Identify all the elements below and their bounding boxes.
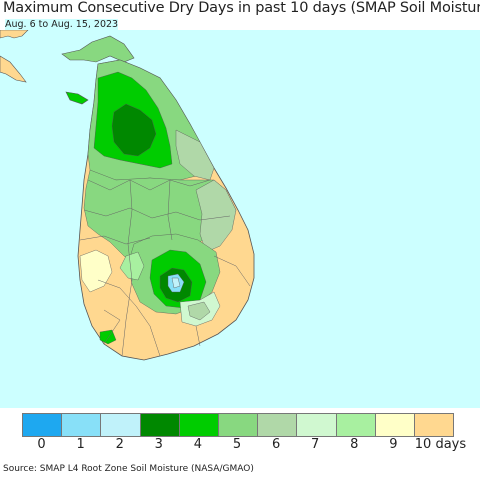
legend-swatch-9 bbox=[375, 414, 415, 436]
legend-swatch-0 bbox=[23, 414, 63, 436]
zone-central-8 bbox=[119, 251, 145, 281]
zone-east-6 bbox=[195, 179, 237, 253]
zone-northeast-6 bbox=[175, 129, 215, 181]
legend-swatch-4 bbox=[179, 414, 219, 436]
legend-label-8: 8 bbox=[350, 437, 359, 452]
zone-north-3 bbox=[111, 103, 157, 157]
zone-central-2 bbox=[171, 277, 181, 289]
india-coast-west bbox=[0, 55, 27, 83]
legend-swatch-2 bbox=[101, 414, 141, 436]
legend-swatch-7 bbox=[297, 414, 337, 436]
india-coast bbox=[0, 30, 29, 39]
map-title: Maximum Consecutive Dry Days in past 10 … bbox=[3, 0, 480, 16]
legend-label-0: 0 bbox=[37, 437, 46, 452]
map-area[interactable] bbox=[0, 30, 480, 408]
mannar-island bbox=[65, 91, 89, 105]
sri-lanka-map bbox=[0, 30, 255, 361]
map-subtitle: Aug. 6 to Aug. 15, 2023 bbox=[5, 19, 119, 30]
legend-label-6: 6 bbox=[271, 437, 281, 452]
legend-colorbar bbox=[22, 413, 454, 437]
legend-label-1: 1 bbox=[76, 437, 85, 452]
zone-south-6 bbox=[187, 301, 211, 321]
northern-islands bbox=[61, 35, 135, 63]
legend-label-2: 2 bbox=[115, 437, 124, 452]
legend-swatch-8 bbox=[336, 414, 376, 436]
district-boundaries bbox=[79, 179, 251, 357]
legend-label-5: 5 bbox=[232, 437, 242, 452]
legend-label-4: 4 bbox=[193, 437, 203, 452]
legend-label-7: 7 bbox=[311, 437, 320, 452]
source-note: Source: SMAP L4 Root Zone Soil Moisture … bbox=[3, 464, 254, 474]
legend-swatch-5 bbox=[218, 414, 259, 436]
zone-southwest-8 bbox=[99, 329, 117, 345]
zone-west-9 bbox=[79, 249, 113, 293]
legend-label-3: 3 bbox=[154, 437, 163, 452]
legend-label-9: 9 bbox=[389, 437, 398, 452]
legend-swatch-1 bbox=[62, 414, 102, 436]
legend-swatch-6 bbox=[258, 414, 298, 436]
legend-label-10: 10 days bbox=[414, 437, 467, 452]
legend-swatch-3 bbox=[140, 414, 180, 436]
legend-swatch-10 bbox=[414, 414, 454, 436]
